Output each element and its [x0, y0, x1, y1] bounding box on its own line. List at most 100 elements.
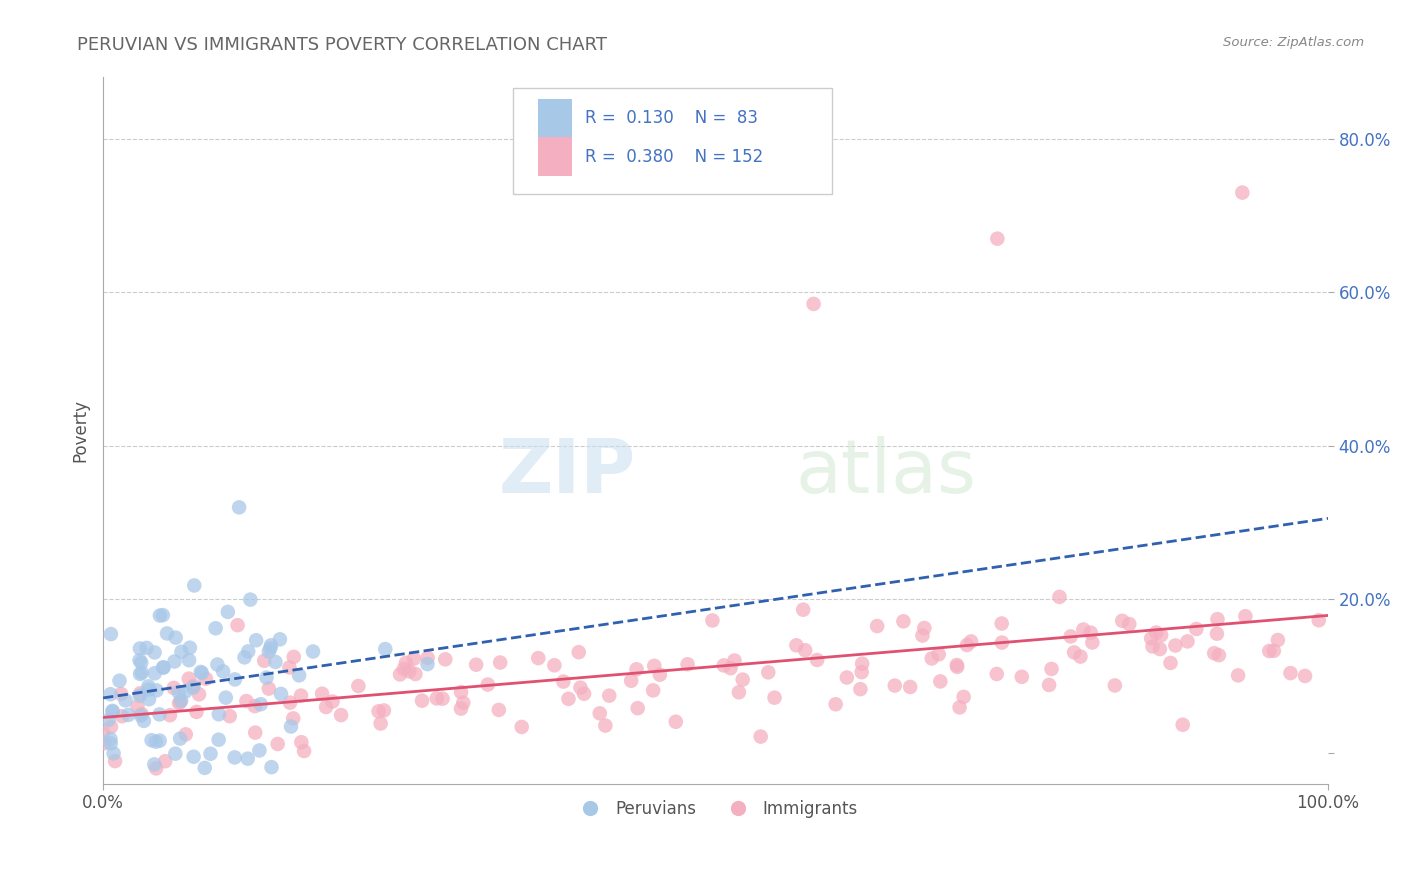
Immigrants [960, 634, 983, 648]
Immigrants [235, 694, 257, 708]
Immigrants [145, 761, 167, 775]
Immigrants [1234, 609, 1257, 624]
Peruvians [149, 733, 172, 747]
Peruvians [200, 747, 222, 761]
Peruvians [228, 500, 250, 515]
Peruvians [167, 685, 190, 699]
Immigrants [1204, 646, 1226, 660]
Immigrants [347, 679, 370, 693]
Immigrants [1227, 668, 1250, 682]
Peruvians [145, 683, 167, 698]
Immigrants [450, 701, 472, 715]
Peruvians [183, 578, 205, 592]
Peruvians [207, 657, 229, 672]
Immigrants [257, 681, 280, 696]
Peruvians [145, 735, 167, 749]
Immigrants [1263, 644, 1285, 658]
Peruvians [177, 653, 200, 667]
Immigrants [851, 657, 873, 671]
Peruvians [374, 642, 396, 657]
Immigrants [1104, 678, 1126, 692]
Immigrants [174, 727, 197, 741]
Immigrants [1144, 625, 1167, 640]
Immigrants [278, 660, 301, 674]
Peruvians [191, 666, 214, 681]
Immigrants [986, 667, 1008, 681]
Immigrants [627, 701, 650, 715]
Immigrants [543, 658, 565, 673]
Peruvians [169, 731, 191, 746]
Peruvians [128, 653, 150, 667]
Peruvians [101, 705, 124, 719]
Immigrants [1232, 186, 1254, 200]
Peruvians [129, 708, 152, 723]
Immigrants [411, 694, 433, 708]
Immigrants [921, 651, 943, 665]
Immigrants [290, 735, 312, 749]
Peruvians [97, 713, 120, 727]
Immigrants [946, 658, 969, 673]
FancyBboxPatch shape [538, 137, 572, 177]
Immigrants [283, 711, 305, 725]
Immigrants [330, 708, 353, 723]
Peruvians [114, 693, 136, 707]
Immigrants [1111, 614, 1133, 628]
Immigrants [1149, 642, 1171, 657]
Immigrants [1011, 670, 1033, 684]
Peruvians [288, 668, 311, 682]
Peruvians [100, 731, 122, 746]
Peruvians [215, 690, 238, 705]
Peruvians [152, 608, 174, 623]
Immigrants [1279, 666, 1302, 681]
Immigrants [226, 618, 249, 632]
Immigrants [1267, 632, 1289, 647]
Peruvians [132, 714, 155, 728]
Peruvians [208, 707, 231, 722]
Immigrants [806, 653, 828, 667]
Immigrants [402, 651, 425, 665]
Peruvians [100, 687, 122, 701]
Immigrants [1208, 648, 1230, 663]
Immigrants [731, 673, 754, 687]
Peruvians [416, 657, 439, 672]
Immigrants [292, 744, 315, 758]
Peruvians [117, 708, 139, 723]
Peruvians [138, 692, 160, 706]
Immigrants [163, 681, 186, 695]
Peruvians [103, 747, 125, 761]
Immigrants [835, 671, 858, 685]
Peruvians [239, 592, 262, 607]
Peruvians [207, 732, 229, 747]
Immigrants [883, 679, 905, 693]
Immigrants [398, 665, 420, 679]
Immigrants [245, 725, 267, 739]
Immigrants [395, 656, 418, 670]
Peruvians [270, 687, 292, 701]
Immigrants [991, 635, 1014, 649]
Immigrants [893, 615, 915, 629]
Immigrants [169, 695, 191, 709]
Peruvians [165, 747, 187, 761]
Immigrants [952, 690, 974, 704]
Peruvians [135, 640, 157, 655]
Peruvians [269, 632, 291, 647]
FancyBboxPatch shape [513, 88, 832, 194]
Immigrants [510, 720, 533, 734]
Immigrants [426, 691, 449, 706]
Peruvians [156, 626, 179, 640]
Peruvians [280, 719, 302, 733]
Peruvians [170, 645, 193, 659]
Immigrants [1069, 649, 1091, 664]
Immigrants [1164, 639, 1187, 653]
Immigrants [315, 700, 337, 714]
Immigrants [665, 714, 688, 729]
Immigrants [100, 720, 122, 734]
Immigrants [1060, 629, 1083, 643]
Peruvians [143, 645, 166, 659]
Immigrants [183, 679, 205, 693]
Immigrants [803, 297, 825, 311]
Immigrants [866, 619, 889, 633]
Peruvians [183, 749, 205, 764]
Immigrants [370, 716, 392, 731]
Peruvians [204, 621, 226, 635]
